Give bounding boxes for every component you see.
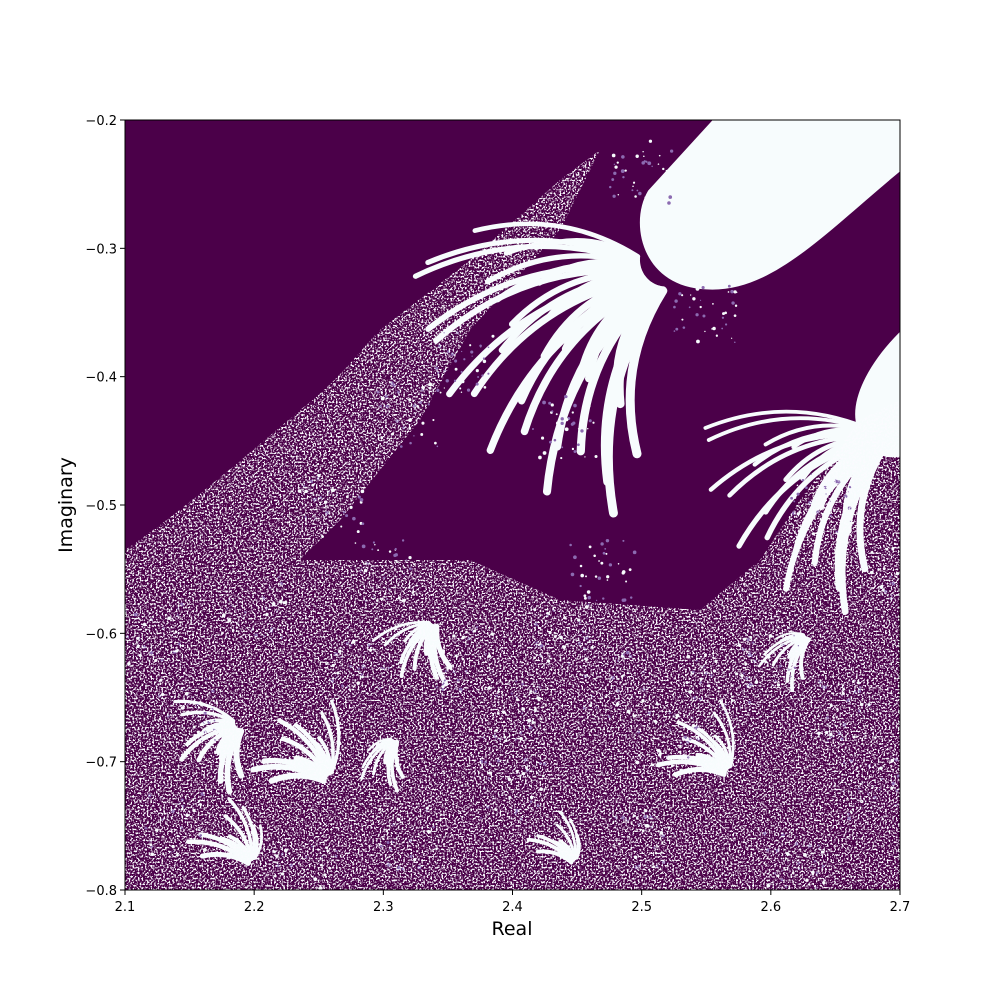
y-axis-title: Imaginary [55, 457, 77, 553]
y-axis: −0.8 −0.7 −0.6 −0.5 −0.4 −0.3 −0.2 [85, 114, 125, 899]
fractal-speckle [908, 574, 910, 576]
fractal-speckle [901, 818, 902, 819]
y-tick-label: −0.8 [85, 884, 117, 899]
x-tick-label: 2.5 [631, 900, 652, 915]
x-tick-label: 2.6 [760, 900, 781, 915]
fractal-speckle [118, 636, 121, 639]
fractal-speckle [901, 754, 903, 756]
fractal-speckle [920, 556, 923, 559]
x-tick-label: 2.7 [890, 900, 911, 915]
y-tick-label: −0.4 [85, 371, 117, 386]
fractal-speckle [291, 901, 293, 903]
fractal-speckle [314, 894, 317, 897]
fractal-speckle [914, 555, 918, 559]
fractal-speckle [118, 661, 121, 664]
fractal-speckle [927, 592, 929, 594]
y-tick-label: −0.5 [85, 499, 117, 514]
fractal-speckle [811, 890, 814, 893]
fractal-speckle [929, 576, 931, 578]
y-tick-label: −0.2 [85, 114, 117, 129]
fractal-speckle [929, 554, 932, 557]
x-tick-label: 2.2 [244, 900, 265, 915]
fractal-speckle [306, 905, 308, 907]
fractal-speckle [924, 589, 926, 591]
y-tick-label: −0.3 [85, 242, 117, 257]
fractal-speckle [914, 563, 917, 566]
fractal-speckle [914, 541, 917, 544]
fractal-speckle [275, 893, 278, 896]
fractal-speckle [787, 894, 788, 895]
fractal-speckle [330, 904, 333, 907]
fractal-speckle [901, 570, 902, 571]
fractal-speckle [121, 628, 123, 630]
fractal-speckle [907, 578, 909, 580]
fractal-speckle [308, 900, 311, 903]
fractal-speckle [904, 800, 907, 803]
fractal-speckle [927, 589, 929, 591]
fractal-speckle [903, 593, 904, 594]
x-axis-title: Real [492, 918, 533, 940]
fractal-speckle [904, 797, 907, 800]
fractal-speckle [917, 592, 919, 594]
x-tick-label: 2.1 [115, 900, 136, 915]
plot-area [118, 120, 932, 907]
fractal-speckle-overlay [125, 120, 900, 890]
x-tick-label: 2.3 [373, 900, 394, 915]
fractal-speckle [902, 595, 905, 598]
fractal-speckle [273, 890, 277, 894]
x-tick-label: 2.4 [502, 900, 523, 915]
fractal-speckle [903, 812, 906, 815]
x-axis: 2.1 2.2 2.3 2.4 2.5 2.6 2.7 [115, 890, 911, 915]
fractal-speckle [290, 900, 291, 901]
fractal-speckle [922, 558, 925, 561]
y-tick-label: −0.6 [85, 627, 117, 642]
fractal-speckle [292, 898, 294, 900]
fractal-speckle [921, 576, 923, 578]
y-tick-label: −0.7 [85, 756, 117, 771]
